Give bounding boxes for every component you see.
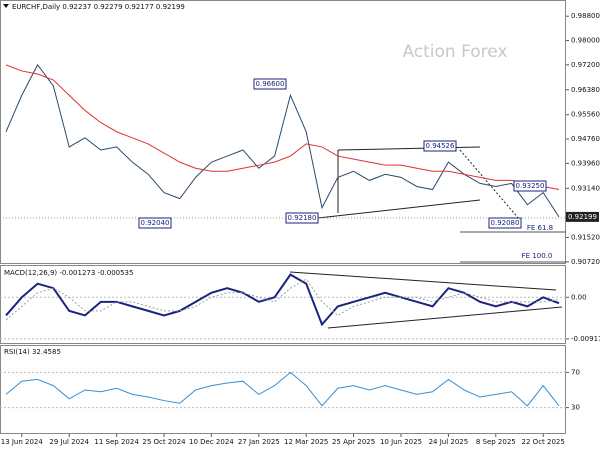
series-line [5, 273, 560, 327]
rsi-panel [0, 345, 566, 434]
y-tick-label: 0.00 [571, 293, 587, 301]
y-tick-label: 30 [571, 404, 580, 412]
y-tick-label: 0.95560 [571, 111, 600, 119]
trendline [459, 149, 521, 221]
trendline [289, 271, 557, 291]
x-tick-label: 29 Jul 2024 [49, 438, 89, 446]
series-line [5, 63, 560, 218]
rsi-title: RSI(14) 32.4585 [4, 348, 61, 356]
annotation: 0.93250 [516, 182, 545, 190]
y-tick-label: -0.009175 [571, 335, 600, 343]
trendlines [0, 146, 566, 329]
annotation: FE 61.8 [527, 224, 553, 232]
annotation-box [285, 212, 319, 224]
y-tick-label: 0.90720 [571, 258, 600, 266]
y-tick-label: 0.91520 [571, 234, 600, 242]
macd-panel [0, 265, 566, 344]
last-price-label: 0.92199 [568, 213, 597, 221]
series-line [5, 64, 560, 190]
x-tick-label: 27 Jan 2025 [238, 438, 280, 446]
series-line [5, 371, 560, 407]
y-tick-label: 0.93140 [571, 184, 600, 192]
macd-title: MACD(12,26,9) -0.001273 -0.000535 [4, 269, 133, 277]
x-tick-label: 24 Jul 2025 [429, 438, 469, 446]
annotation: 0.96600 [256, 80, 285, 88]
price-panel [0, 0, 566, 264]
y-tick-label: 0.98800 [571, 12, 600, 20]
x-tick-label: 10 Jun 2025 [380, 438, 422, 446]
y-tick-label: 70 [571, 368, 580, 376]
x-tick-label: 8 Sep 2025 [476, 438, 516, 446]
x-tick-label: 11 Sep 2024 [94, 438, 139, 446]
trendline [317, 199, 481, 219]
chart-title: EURCHF,Daily 0.92237 0.92279 0.92177 0.9… [12, 3, 185, 11]
annotation-box [253, 78, 287, 90]
annotation-box [138, 217, 172, 229]
annotation: 0.94526 [426, 142, 455, 150]
trendline [327, 306, 563, 329]
annotation: 0.92180 [288, 214, 317, 222]
title-icon [3, 4, 9, 8]
y-tick-label: 0.98000 [571, 37, 600, 45]
last-price-box [566, 211, 599, 222]
x-tick-label: 22 Oct 2025 [522, 438, 565, 446]
annotation: 0.92080 [491, 219, 520, 227]
x-tick-label: 13 Jun 2024 [1, 438, 44, 446]
y-tick-label: 0.97200 [571, 61, 600, 69]
x-tick-label: 25 Apr 2025 [332, 438, 375, 446]
series-line [5, 278, 560, 321]
y-tick-label: 0.96380 [571, 86, 600, 94]
y-tick-label: 0.93960 [571, 159, 600, 167]
x-tick-label: 12 Mar 2025 [284, 438, 328, 446]
annotation: FE 100.0 [522, 252, 553, 260]
annotation-box [423, 140, 457, 152]
annotation: 0.92040 [141, 219, 170, 227]
x-tick-label: 25 Oct 2024 [142, 438, 186, 446]
x-tick-label: 10 Dec 2024 [189, 438, 234, 446]
annotation-box [488, 217, 522, 229]
watermark: Action Forex [402, 42, 507, 62]
y-tick-label: 0.94760 [571, 135, 600, 143]
annotation-box [513, 180, 547, 192]
